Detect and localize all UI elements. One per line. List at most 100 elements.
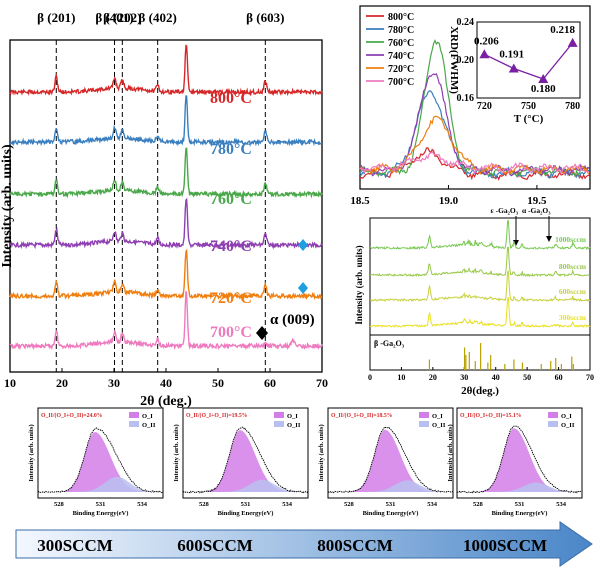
- x-tick-label: 531: [241, 501, 251, 508]
- sccm-series-label: 300sccm: [559, 313, 587, 322]
- legend-label: O_II: [561, 422, 575, 429]
- x-tick-label: 531: [96, 501, 106, 508]
- x-axis-label: 2θ(deg.): [461, 385, 499, 397]
- spectrum-line: [9, 147, 323, 199]
- x-tick-label: 40: [160, 376, 172, 390]
- xps-oi-area: [38, 432, 163, 492]
- alpha-phase-diamond-marker: [298, 239, 308, 251]
- xps-chart: O_II/(O_I+O_II)=24.0% O_I O_II 528 531 534 Bin…: [28, 407, 164, 517]
- fwhm-value-label: 0.206: [474, 35, 499, 47]
- sccm-spectrum-line: [369, 270, 591, 303]
- spectrum-line: [9, 291, 323, 351]
- inset-frame: [476, 21, 581, 99]
- arrow-label: 1000SCCM: [463, 536, 547, 555]
- peak-label: β (603): [246, 10, 284, 25]
- xrd-zoom-chart: 18.5 19.0 19.5 800°C 780°C 760°C 740°C 720°C 700…: [350, 5, 591, 207]
- x-tick-label: 10: [4, 376, 16, 390]
- x-tick-label: 30: [460, 373, 468, 382]
- x-tick-label: 18.5: [350, 195, 370, 207]
- legend-label: O_I: [561, 413, 572, 420]
- sccm-spectrum-line: [369, 296, 591, 329]
- peak-label: β (202): [103, 10, 141, 25]
- y-axis-label: Intensity (arb. units): [447, 424, 454, 481]
- spectrum-line: [9, 44, 323, 97]
- x-axis-label: Binding Energy(eV): [218, 510, 274, 517]
- legend-label: O_I: [142, 413, 153, 420]
- x-tick-label: 10: [397, 373, 405, 382]
- x-tick-label: 70: [316, 376, 328, 390]
- series-label: 800°C: [210, 90, 252, 107]
- xps-ratio-text: O_II/(O_I+O_II)=19.5%: [186, 412, 248, 419]
- legend-label: 760°C: [388, 38, 414, 49]
- arrow-label: 800SCCM: [317, 536, 393, 555]
- sccm-spectrum-line: [369, 246, 591, 277]
- legend-label: O_I: [287, 413, 298, 420]
- fwhm-inset-chart: 720 750 780 0.16 0.20 0.24 T (°C) XRD(FWHM) 0.20…: [448, 17, 581, 125]
- epsilon-phase-label: ε -Ga₂O₃: [491, 206, 519, 215]
- legend-label: 800°C: [388, 12, 414, 23]
- legend-label: 700°C: [388, 77, 414, 88]
- y-axis-label: Intensity (arb. units): [318, 424, 325, 481]
- x-tick-label: 60: [555, 373, 563, 382]
- peak-label: β (201): [37, 10, 75, 25]
- series-label: 760°C: [210, 191, 252, 208]
- y-axis-label: Intensity (arb. units): [173, 424, 180, 481]
- x-tick-label: 70: [586, 373, 594, 382]
- legend-swatch: [419, 412, 429, 418]
- fwhm-point: [538, 74, 549, 83]
- legend-label: 740°C: [388, 51, 414, 62]
- x-tick-label: 534: [427, 501, 438, 508]
- x-tick-label: 534: [556, 501, 567, 508]
- fwhm-line: [484, 42, 574, 80]
- xps-chart: O_II/(O_I+O_II)=18.5% O_I O_II 528 531 534 Bin…: [318, 407, 454, 517]
- x-axis-label: Binding Energy(eV): [492, 510, 548, 517]
- inset-y-tick-label: 0.16: [457, 93, 475, 104]
- fwhm-value-label: 0.218: [550, 24, 575, 36]
- sccm-series-label: 800sccm: [559, 262, 587, 271]
- legend-swatch: [129, 421, 139, 427]
- xps-oi-area: [328, 429, 453, 492]
- legend-label: O_II: [142, 422, 156, 429]
- sccm-series-label: 600sccm: [559, 287, 587, 296]
- legend-label: 780°C: [388, 25, 414, 36]
- x-axis-label: Binding Energy(eV): [73, 510, 129, 517]
- xps-ratio-text: O_II/(O_I+O_II)=18.5%: [331, 412, 393, 419]
- xps-total-line: [37, 427, 163, 494]
- reference-label: β -Ga₂O₃: [374, 339, 405, 348]
- xps-chart: O_II/(O_I+O_II)=15.1% O_I O_II 528 531 534 Bin…: [447, 407, 583, 517]
- legend-swatch: [548, 421, 558, 427]
- peak-label: β (402): [139, 10, 177, 25]
- xps-oii-area: [457, 482, 582, 492]
- x-tick-label: 60: [264, 376, 276, 390]
- inset-x-tick-label: 720: [477, 101, 492, 112]
- xps-oii-area: [328, 480, 453, 492]
- alpha-arrow-head: [546, 236, 552, 242]
- x-tick-label: 531: [386, 501, 396, 508]
- spectrum-line: [9, 248, 323, 301]
- arrow-label: 600SCCM: [177, 536, 253, 555]
- arrow-shape: [15, 521, 593, 567]
- y-axis-label: Intensity (arb. units): [0, 144, 15, 268]
- peak-label: β (401): [95, 10, 133, 25]
- x-tick-label: 19.5: [527, 195, 547, 207]
- alpha-phase-diamond-marker: [298, 282, 308, 294]
- inset-y-axis-label: XRD(FWHM): [448, 26, 460, 94]
- inset-x-tick-label: 780: [565, 101, 580, 112]
- xps-chart: O_II/(O_I+O_II)=19.5% O_I O_II 528 531 534 Bin…: [173, 407, 309, 517]
- x-tick-label: 20: [56, 376, 68, 390]
- sccm-spectrum-line: [369, 219, 591, 251]
- series-label: 780°C: [210, 141, 252, 158]
- fwhm-point: [479, 49, 490, 59]
- x-tick-label: 20: [429, 373, 437, 382]
- series-label: 720°C: [210, 290, 252, 307]
- x-tick-label: 0: [368, 373, 372, 382]
- xrd-temperature-chart: 10 20 30 40 50 60 70 2θ (deg.) Intensity (arb. u…: [0, 10, 328, 409]
- xps-total-line: [456, 425, 583, 494]
- plot-frame: [9, 39, 323, 373]
- alpha-phase-label: α -Ga₂O₃: [522, 206, 551, 215]
- x-tick-label: 528: [54, 501, 65, 508]
- series-label: 740°C: [210, 238, 252, 255]
- sccm-arrow-banner: 300SCCM 600SCCM 800SCCM 1000SCCM: [15, 521, 593, 567]
- x-tick-label: 50: [523, 373, 531, 382]
- x-axis-label: Binding Energy(eV): [363, 510, 419, 517]
